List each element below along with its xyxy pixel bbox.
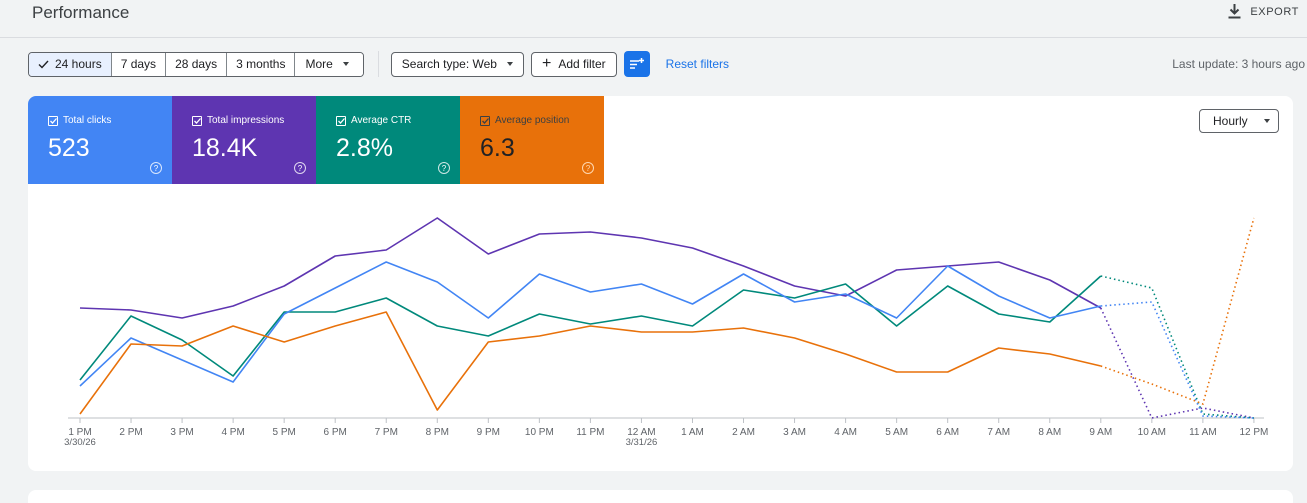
filter-list-icon (629, 58, 644, 69)
metric-label-text: Average position (495, 115, 570, 126)
metric-card-average-ctr[interactable]: Average CTR 2.8% ? (316, 96, 460, 184)
date-range-selector: 24 hours 7 days 28 days 3 months More (28, 51, 364, 77)
metric-value: 6.3 (480, 134, 515, 162)
help-icon[interactable]: ? (582, 162, 594, 174)
x-tick-label: 10 PM (525, 427, 554, 438)
search-type-dropdown[interactable]: Search type: Web (390, 51, 524, 77)
caret-down-icon (506, 62, 513, 66)
metric-label: Average CTR (336, 115, 411, 126)
last-update-text: Last update: 3 hours ago (1172, 57, 1305, 71)
x-tick-label: 8 PM (426, 427, 449, 438)
filter-bar: 24 hours 7 days 28 days 3 months More Se… (28, 51, 729, 77)
range-label: 28 days (175, 57, 218, 71)
x-tick-label: 7 PM (375, 427, 398, 438)
x-tick-label: 2 AM (732, 427, 755, 438)
metric-card-total-impressions[interactable]: Total impressions 18.4K ? (172, 96, 316, 184)
x-tick-label: 4 AM (834, 427, 857, 438)
page-title: Performance (32, 3, 130, 22)
metric-label-text: Average CTR (351, 115, 412, 126)
x-tick-label: 3 AM (783, 427, 806, 438)
x-tick-label: 7 AM (987, 427, 1010, 438)
x-tick-label: 1 PM (68, 427, 91, 438)
x-tick-label: 5 AM (885, 427, 908, 438)
range-3-months[interactable]: 3 months (227, 52, 296, 76)
metric-value: 18.4K (192, 134, 258, 162)
x-tick-label: 2 PM (119, 427, 142, 438)
series-projection-average-position (1100, 217, 1255, 406)
caret-down-icon (1263, 119, 1270, 123)
range-label: 3 months (236, 57, 286, 71)
plus-icon: + (541, 55, 552, 72)
divider (377, 51, 379, 77)
checkbox-checked-icon[interactable] (192, 115, 202, 126)
export-label: EXPORT (1250, 5, 1299, 18)
range-7-days[interactable]: 7 days (111, 52, 167, 76)
series-projection-total-impressions (1100, 307, 1255, 419)
x-tick-label: 12 PM (1239, 427, 1268, 438)
performance-card: Total clicks 523 ? Total impressions 18.… (28, 96, 1293, 471)
range-label: 7 days (120, 57, 157, 71)
x-tick-label: 8 AM (1038, 427, 1061, 438)
x-tick-label: 12 AM (627, 427, 655, 438)
caret-down-icon (342, 62, 349, 66)
header-bar: Performance EXPORT (0, 0, 1307, 38)
x-tick-label: 11 PM (576, 427, 604, 438)
metric-card-average-position[interactable]: Average position 6.3 ? (460, 96, 604, 184)
check-icon (38, 60, 49, 69)
download-icon (1228, 4, 1241, 19)
metric-label: Total clicks (48, 115, 111, 126)
metric-cards: Total clicks 523 ? Total impressions 18.… (28, 96, 604, 184)
x-tick-label: 6 AM (936, 427, 959, 438)
metric-label-text: Total clicks (63, 115, 112, 126)
metric-card-total-clicks[interactable]: Total clicks 523 ? (28, 96, 172, 184)
metric-value: 523 (48, 134, 90, 162)
checkbox-checked-icon[interactable] (480, 115, 490, 126)
metric-label: Average position (480, 115, 569, 126)
add-filter-label: Add filter (558, 57, 606, 71)
x-tick-label: 9 PM (477, 427, 500, 438)
x-tick-sublabel: 3/30/26 (64, 437, 96, 448)
help-icon[interactable]: ? (294, 162, 306, 174)
add-filter-button[interactable]: + Add filter (530, 51, 617, 77)
help-icon[interactable]: ? (150, 162, 162, 174)
search-type-label: Search type: Web (401, 57, 497, 71)
series-projection-total-clicks (1100, 301, 1254, 419)
granularity-label: Hourly (1213, 114, 1248, 128)
range-28-days[interactable]: 28 days (166, 52, 228, 76)
series-line-total-clicks (79, 261, 1101, 387)
x-tick-label: 1 AM (681, 427, 704, 438)
x-tick-label: 6 PM (324, 427, 347, 438)
metric-label-text: Total impressions (207, 115, 285, 126)
queries-card (28, 490, 1293, 503)
x-tick-label: 5 PM (272, 427, 295, 438)
range-label: 24 hours (55, 57, 102, 71)
export-button[interactable]: EXPORT (1228, 4, 1299, 19)
help-icon[interactable]: ? (438, 162, 450, 174)
x-tick-label: 4 PM (221, 427, 244, 438)
x-tick-sublabel: 3/31/26 (626, 437, 658, 448)
x-tick-label: 9 AM (1089, 427, 1112, 438)
performance-line-chart: 1 PM3/30/26 2 PM 3 PM 4 PM 5 PM 6 PM 7 PM 8 PM 9… (64, 217, 1268, 448)
checkbox-checked-icon[interactable] (336, 115, 346, 126)
x-tick-label: 3 PM (170, 427, 193, 438)
more-label: More (305, 57, 333, 71)
metric-value: 2.8% (336, 134, 393, 162)
filter-options-button[interactable] (623, 51, 650, 77)
granularity-dropdown[interactable]: Hourly (1199, 109, 1279, 133)
x-tick-label: 10 AM (1138, 427, 1166, 438)
metric-label: Total impressions (192, 115, 284, 126)
reset-filters-link[interactable]: Reset filters (665, 57, 730, 71)
checkbox-checked-icon[interactable] (48, 115, 58, 126)
x-tick-label: 11 AM (1189, 427, 1217, 438)
range-more-dropdown[interactable]: More (295, 52, 363, 76)
series-line-average-position (79, 311, 1101, 415)
series-line-average-ctr (79, 275, 1102, 381)
series-line-total-impressions (79, 217, 1102, 319)
range-24-hours[interactable]: 24 hours (29, 52, 112, 76)
series-projection-average-ctr (1100, 275, 1254, 419)
